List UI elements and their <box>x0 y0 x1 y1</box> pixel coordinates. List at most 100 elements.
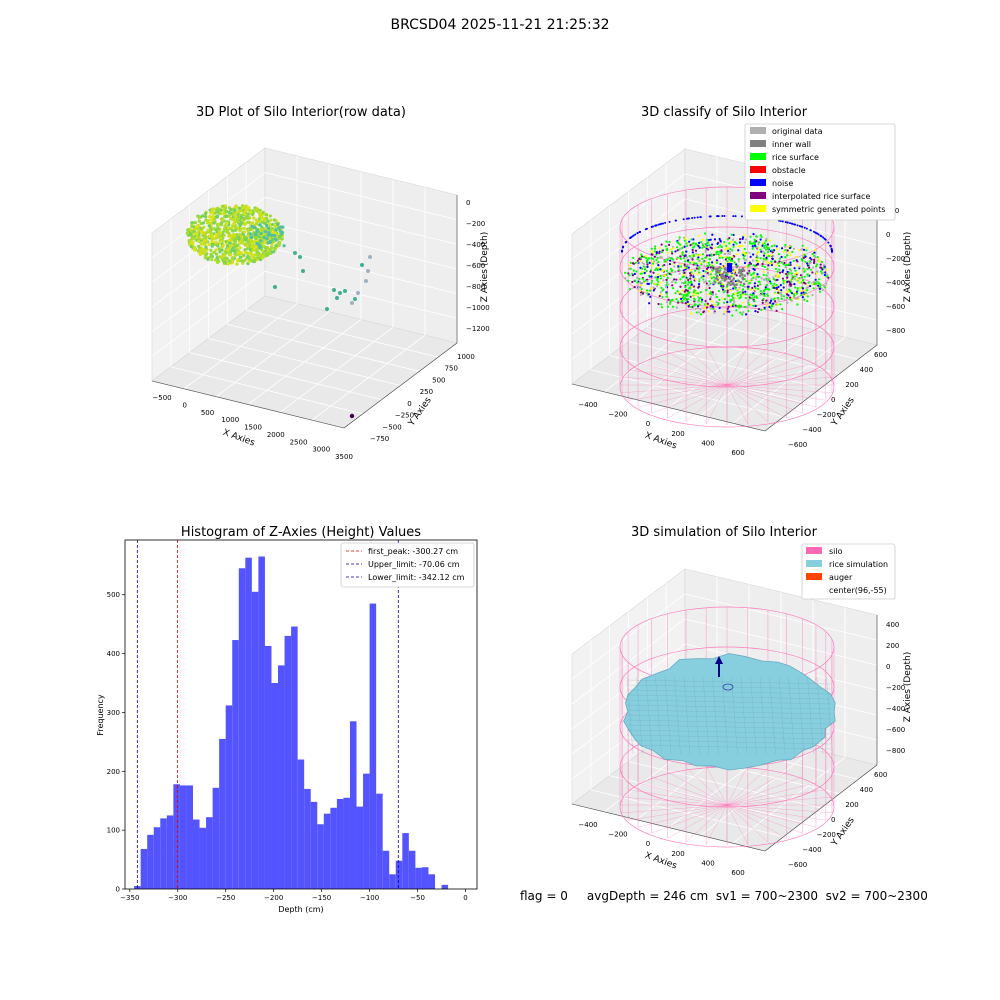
classified-point <box>811 252 814 256</box>
data-point <box>240 215 244 220</box>
inner-wall-point <box>740 273 744 276</box>
classified-point <box>675 298 678 301</box>
z-tick-label: −1200 <box>466 325 490 333</box>
classified-point <box>788 283 791 286</box>
classified-point <box>690 238 693 241</box>
classified-point <box>692 285 696 288</box>
silo-floor-spoke <box>726 804 826 821</box>
classified-point <box>792 259 795 262</box>
data-point <box>209 211 213 215</box>
classified-point <box>788 285 791 288</box>
surface-mesh-line <box>674 676 681 755</box>
data-point <box>271 222 275 227</box>
classified-point <box>777 298 780 302</box>
classified-point <box>706 238 709 241</box>
surface-mesh-line <box>797 676 805 755</box>
data-point <box>235 262 239 266</box>
data-point <box>196 249 200 253</box>
z-tick-label: 0 <box>886 231 890 239</box>
surface-mesh-line <box>778 676 786 755</box>
classified-point <box>790 272 794 275</box>
noise-point <box>650 225 653 228</box>
classified-point <box>822 266 825 269</box>
classified-point <box>809 257 812 260</box>
classified-point <box>763 306 766 309</box>
data-point <box>277 234 282 238</box>
surface-mesh-line <box>816 676 824 755</box>
data-point <box>280 232 284 236</box>
classified-point <box>704 299 707 303</box>
classified-point <box>642 255 645 259</box>
classified-point <box>728 256 731 259</box>
classified-point <box>737 249 740 252</box>
classified-point <box>748 296 751 299</box>
classified-point <box>674 270 677 273</box>
classified-point <box>696 295 700 299</box>
x-tick-label: 500 <box>201 409 214 417</box>
classified-point <box>742 291 745 294</box>
histogram-bar <box>421 867 429 889</box>
classified-point <box>641 270 644 274</box>
x-tick-label: −400 <box>578 401 597 409</box>
classified-point <box>653 245 657 248</box>
classified-point <box>765 237 768 241</box>
legend-swatch <box>750 166 766 173</box>
classified-point <box>753 299 756 303</box>
classified-point <box>696 305 700 308</box>
classified-point <box>662 279 665 282</box>
classified-point <box>674 250 677 253</box>
classified-point <box>729 250 732 253</box>
silo-floor-spoke <box>622 796 728 806</box>
data-point <box>199 227 203 231</box>
classified-point <box>699 308 702 311</box>
classified-point <box>711 233 714 236</box>
classified-point <box>799 287 802 290</box>
data-point <box>210 258 214 262</box>
classified-point <box>717 253 720 256</box>
data-point <box>210 235 214 239</box>
surface-mesh-line <box>626 699 832 705</box>
classified-point <box>628 274 631 277</box>
data-point <box>227 238 231 243</box>
data-point <box>250 259 254 263</box>
legend-box <box>340 542 475 588</box>
y-tick-label: 200 <box>845 801 858 809</box>
data-point <box>238 255 243 259</box>
classified-point <box>636 261 639 264</box>
data-point <box>197 239 201 243</box>
classified-point <box>825 282 828 285</box>
classified-point <box>646 263 649 266</box>
data-point <box>250 235 254 239</box>
data-point <box>258 245 262 250</box>
classified-point <box>650 281 653 285</box>
classified-point <box>748 272 751 275</box>
classified-point <box>786 289 790 293</box>
classified-point <box>682 293 685 297</box>
classified-point <box>757 280 760 283</box>
classified-point <box>743 259 747 262</box>
classified-point <box>826 268 829 271</box>
classified-point <box>736 294 739 297</box>
surface-mesh-line <box>721 676 729 755</box>
classified-point <box>652 257 655 260</box>
classified-point <box>796 264 799 267</box>
plot-frame <box>124 539 478 890</box>
data-point <box>204 218 208 222</box>
data-point <box>253 246 257 250</box>
classified-point <box>656 285 659 288</box>
noise-point <box>691 217 694 220</box>
classified-point <box>660 306 663 309</box>
classified-point <box>638 277 641 280</box>
inner-wall-point <box>739 271 743 274</box>
classified-point <box>656 268 659 272</box>
classified-point <box>710 270 713 273</box>
auger-marker <box>727 263 732 272</box>
noise-point <box>621 246 624 249</box>
classified-point <box>663 274 667 277</box>
classified-point <box>757 241 760 244</box>
classified-point <box>766 243 770 246</box>
inner-wall-point <box>722 274 726 278</box>
histogram-bar <box>330 807 337 889</box>
legend-swatch <box>750 153 766 160</box>
inner-wall-point <box>732 277 736 280</box>
